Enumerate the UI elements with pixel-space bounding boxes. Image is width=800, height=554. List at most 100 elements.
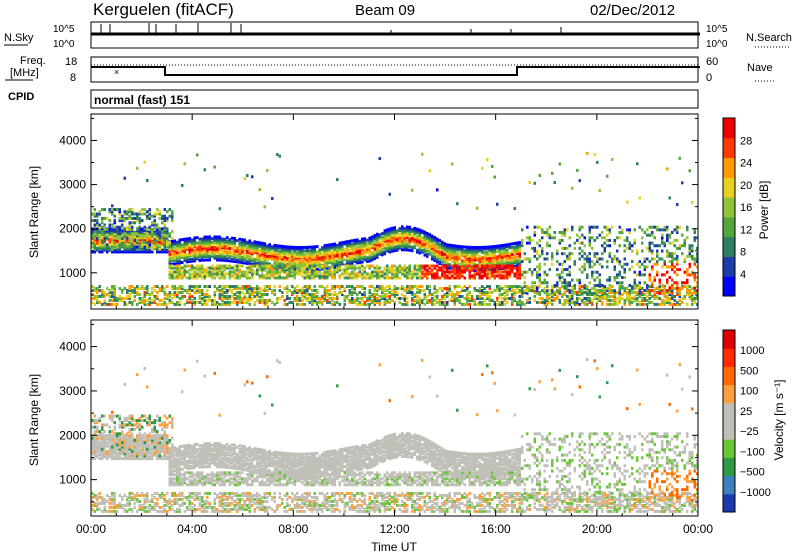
- power-cell: [283, 246, 286, 250]
- power-cell: [343, 249, 346, 253]
- power-cell: [118, 234, 121, 238]
- power-cell: [583, 300, 586, 304]
- power-cell: [123, 245, 126, 249]
- power-cell: [331, 246, 334, 250]
- power-cell: [566, 281, 569, 285]
- power-cell: [276, 260, 279, 264]
- power-cell: [313, 259, 316, 263]
- power-cell: [596, 270, 599, 274]
- power-cell: [371, 300, 374, 304]
- power-cell: [291, 266, 294, 270]
- power-cell: [496, 264, 499, 268]
- power-cell: [103, 208, 106, 212]
- power-cell: [216, 266, 219, 270]
- power-cell: [256, 258, 259, 262]
- power-cell: [118, 245, 121, 249]
- power-cell: [598, 278, 601, 282]
- power-cell: [401, 241, 404, 245]
- power-cell: [433, 272, 436, 276]
- power-cell: [311, 247, 314, 251]
- power-cell: [186, 300, 189, 304]
- power-cell: [196, 246, 199, 250]
- power-cell: [171, 236, 174, 240]
- power-cell: [168, 270, 171, 274]
- power-cell: [181, 246, 184, 250]
- power-cell: [228, 300, 231, 304]
- power-cell: [178, 256, 181, 260]
- power-cell: [353, 264, 356, 268]
- power-cell: [388, 192, 391, 196]
- power-cell: [386, 274, 389, 278]
- power-cell: [218, 235, 221, 239]
- power-cell: [188, 245, 191, 249]
- power-cell: [158, 239, 161, 243]
- power-cell: [173, 255, 176, 259]
- power-cell: [626, 262, 629, 266]
- power-cell: [98, 294, 101, 298]
- power-cell: [508, 266, 511, 270]
- power-cell: [278, 258, 281, 262]
- power-cell: [491, 266, 494, 270]
- power-cell: [343, 253, 346, 257]
- power-cell: [641, 236, 644, 240]
- power-cell: [418, 289, 421, 293]
- power-cell: [493, 257, 496, 261]
- power-cell: [391, 244, 394, 248]
- power-cell: [473, 251, 476, 255]
- power-cell: [406, 234, 409, 238]
- power-cell: [283, 268, 286, 272]
- power-cell: [536, 300, 539, 304]
- power-cell: [113, 287, 116, 291]
- power-cell: [211, 249, 214, 253]
- power-cell: [293, 265, 296, 269]
- power-cell: [188, 272, 191, 276]
- power-cell: [301, 287, 304, 291]
- power-cell: [203, 235, 206, 239]
- power-cell: [108, 234, 111, 238]
- power-cell: [118, 248, 121, 252]
- power-cell: [328, 272, 331, 276]
- power-cell: [286, 264, 289, 268]
- power-cell: [116, 298, 119, 302]
- power-cell: [608, 289, 611, 293]
- power-cell: [248, 276, 251, 280]
- power-cell: [281, 266, 284, 270]
- power-cell: [256, 285, 259, 289]
- power-cell: [286, 259, 289, 263]
- power-cell: [218, 276, 221, 280]
- power-cell: [206, 240, 209, 244]
- power-cell: [116, 234, 119, 238]
- power-cell: [561, 294, 564, 298]
- power-cell: [281, 264, 284, 268]
- power-cell: [448, 264, 451, 268]
- power-cell: [163, 250, 166, 254]
- power-cell: [301, 298, 304, 302]
- power-cell: [466, 254, 469, 258]
- power-cell: [151, 241, 154, 245]
- power-cell: [606, 294, 609, 298]
- power-cell: [271, 289, 274, 293]
- power-cell: [358, 274, 361, 278]
- power-cell: [213, 300, 216, 304]
- power-cell: [176, 264, 179, 268]
- power-cell: [431, 239, 434, 243]
- power-cell: [458, 253, 461, 257]
- power-cell: [321, 246, 324, 250]
- power-cell: [368, 255, 371, 259]
- power-cell: [601, 252, 604, 256]
- power-cell: [118, 250, 121, 254]
- power-cell: [551, 294, 554, 298]
- power-cell: [98, 234, 101, 238]
- power-cell: [311, 250, 314, 254]
- power-cell: [136, 236, 139, 240]
- power-cell: [473, 261, 476, 265]
- power-cell: [296, 258, 299, 262]
- power-cell: [493, 244, 496, 248]
- power-cell: [166, 285, 169, 289]
- power-cell: [93, 247, 96, 251]
- power-cell: [401, 237, 404, 241]
- power-cell: [286, 272, 289, 276]
- power-cell: [373, 237, 376, 241]
- power-cell: [498, 272, 501, 276]
- power-cell: [658, 244, 661, 248]
